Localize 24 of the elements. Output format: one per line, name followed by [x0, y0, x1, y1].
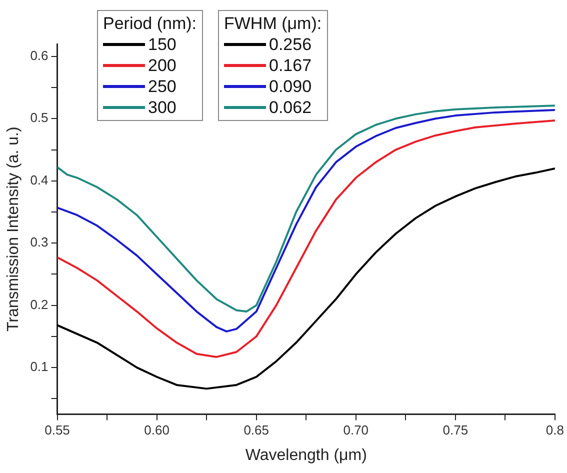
y-tick-label: 0.1 — [30, 359, 48, 374]
x-tick-label: 0.70 — [343, 422, 369, 438]
y-tick-label: 0.3 — [30, 234, 48, 250]
x-axis-title: Wavelength (μm) — [245, 446, 367, 464]
legend-label: 200 — [148, 55, 176, 76]
legend-label: 150 — [148, 34, 176, 55]
y-axis-title: Transmission Intensity (a. u.) — [5, 126, 22, 332]
y-tick-label: 0.6 — [30, 48, 48, 64]
x-tick-label: 0.55 — [44, 422, 70, 438]
x-tick-label: 0.75 — [442, 422, 468, 438]
legend-title: Period (nm): — [103, 13, 197, 34]
text: FWHM (μm): — [224, 13, 322, 34]
annotation: 0.090 — [269, 76, 312, 97]
legend-label: 250 — [148, 76, 176, 97]
x-tick-label: 0.60 — [144, 422, 170, 438]
y-tick-label: 0.5 — [30, 110, 48, 126]
annotation: 0.256 — [269, 34, 312, 55]
annotation: 0.167 — [269, 55, 312, 76]
x-tick-label: 0.65 — [244, 422, 270, 438]
y-tick-label: 0.2 — [30, 296, 48, 312]
annotation: 0.062 — [269, 97, 312, 118]
y-tick-label: 0.4 — [30, 172, 48, 188]
x-tick-label: 0.8 — [546, 422, 564, 438]
legend-label: 300 — [148, 97, 176, 118]
